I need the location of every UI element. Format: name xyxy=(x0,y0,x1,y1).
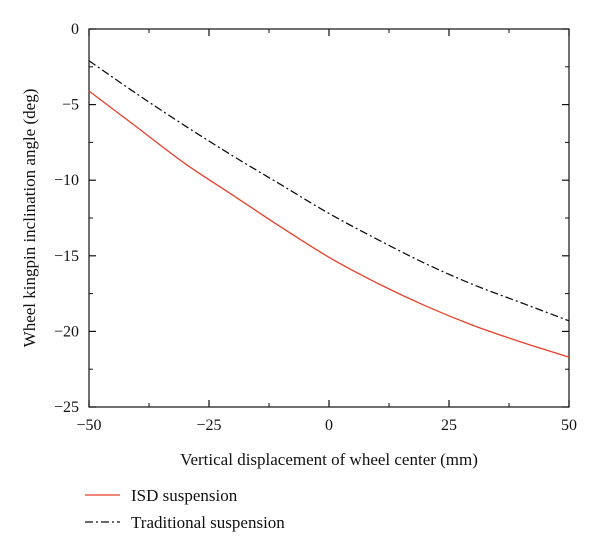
x-tick-label: 25 xyxy=(441,417,457,434)
y-tick-label: 0 xyxy=(71,21,79,38)
series-line-isd-suspension xyxy=(88,90,570,358)
legend-label-isd-suspension: ISD suspension xyxy=(131,486,238,505)
legend-label-traditional-suspension: Traditional suspension xyxy=(131,513,285,532)
y-tick-label: −20 xyxy=(54,323,79,340)
x-axis-title: Vertical displacement of wheel center (m… xyxy=(180,450,478,469)
x-tick-label: −50 xyxy=(76,417,101,434)
x-tick-label: 50 xyxy=(561,417,577,434)
y-axis-title: Wheel kingpin inclination angle (deg) xyxy=(20,89,39,348)
y-tick-label: −5 xyxy=(62,97,79,114)
y-tick-label: −10 xyxy=(54,172,79,189)
y-tick-label: −15 xyxy=(54,248,79,265)
series-line-traditional-suspension xyxy=(88,60,570,322)
legend: ISD suspension Traditional suspension xyxy=(85,486,285,532)
plot-frame xyxy=(88,28,570,408)
x-tick-label: −25 xyxy=(196,417,221,434)
x-tick-label: 0 xyxy=(325,417,333,434)
y-tick-label: −25 xyxy=(54,399,79,416)
